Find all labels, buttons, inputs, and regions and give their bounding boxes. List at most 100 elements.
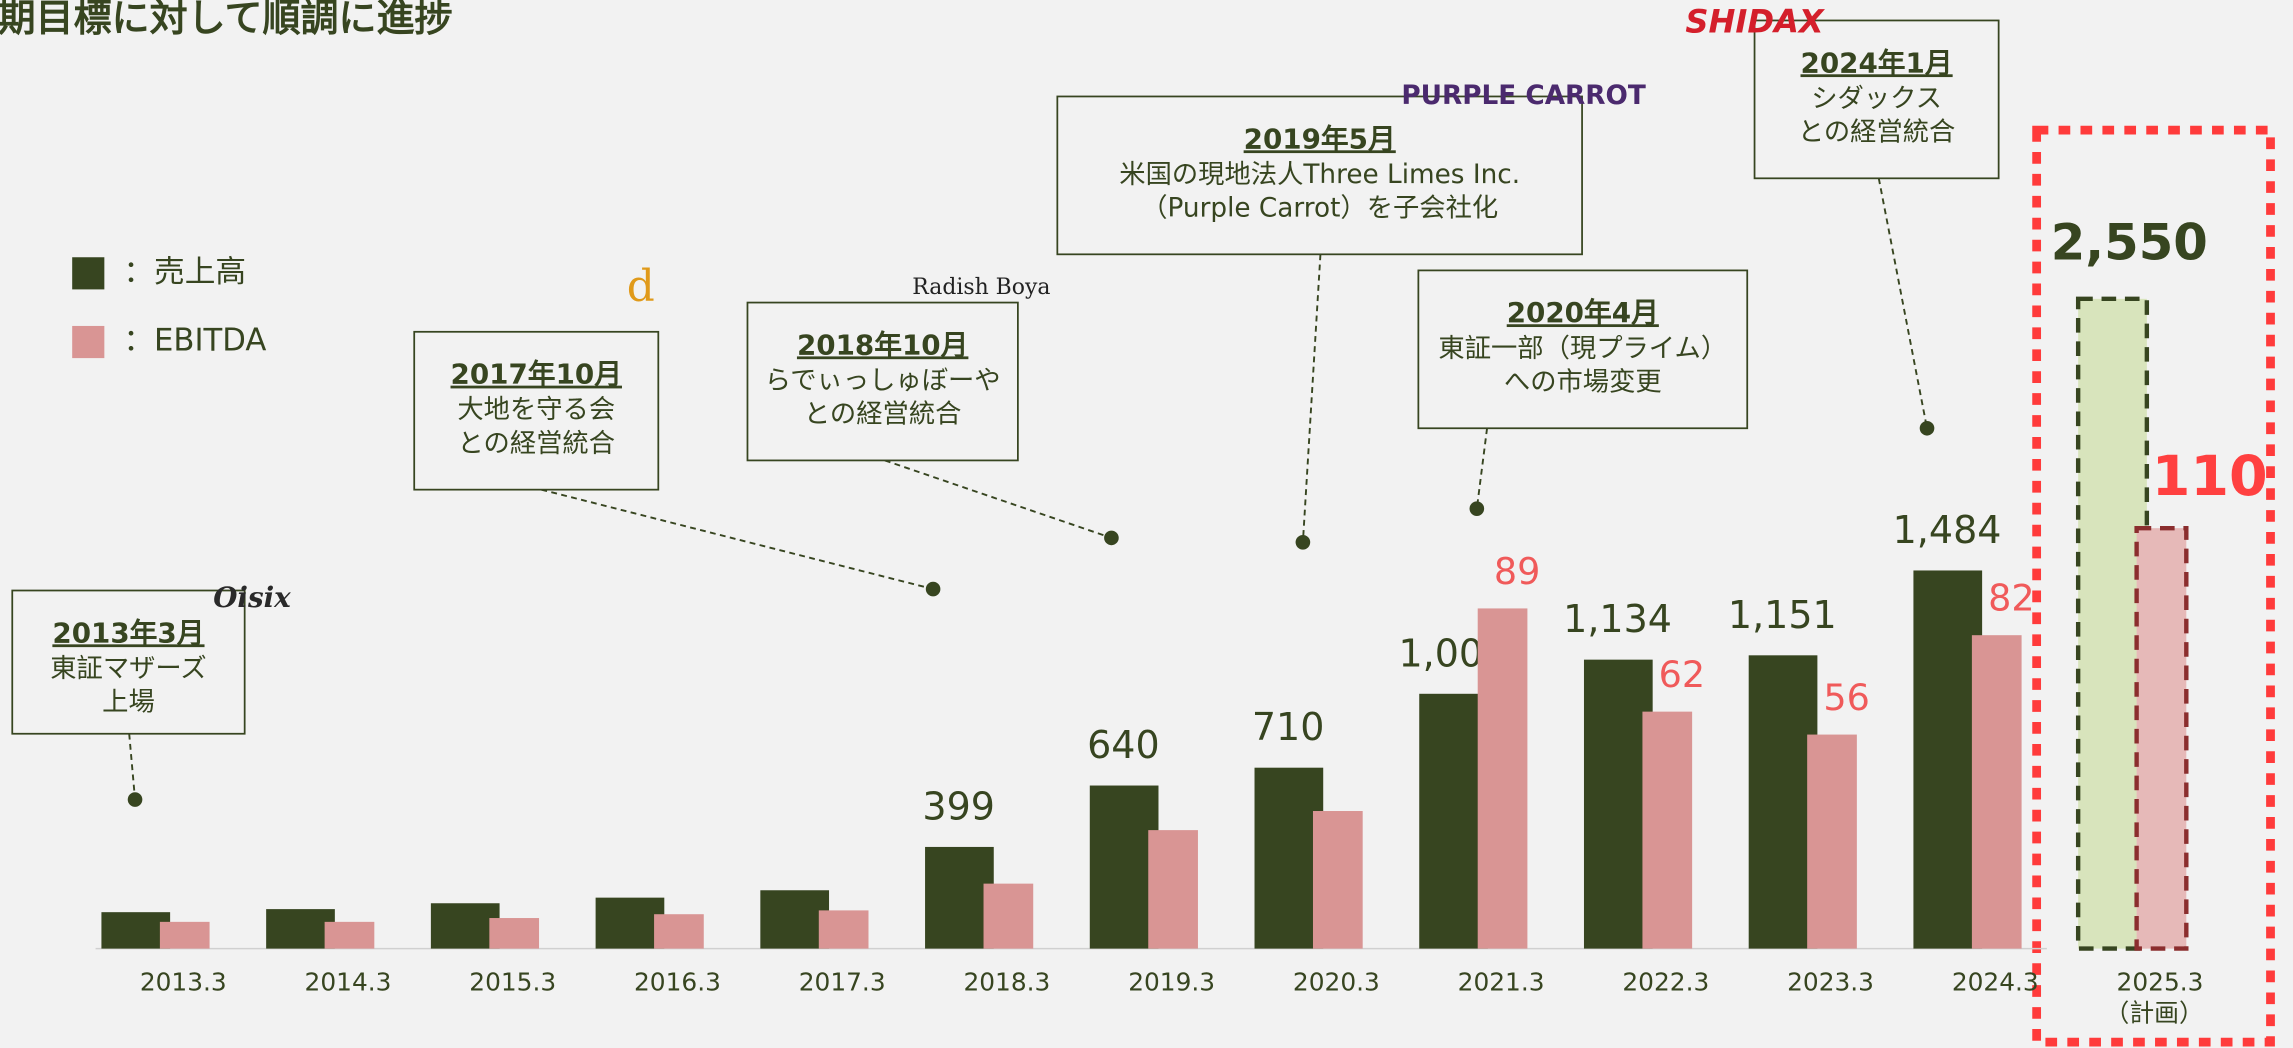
- callout-date: 2020年4月: [1507, 296, 1659, 329]
- callout-text: との経営統合: [804, 400, 962, 430]
- x-tick-label: 2018.3: [963, 968, 1050, 997]
- value-label: 710: [1252, 705, 1325, 749]
- bar: [324, 921, 375, 949]
- callout-box: [11, 589, 246, 735]
- callout-date: 2013年3月: [52, 616, 204, 649]
- callout-text: らでぃっしゅぼーや: [765, 366, 1001, 396]
- callout-text: 米国の現地法人Three Limes Inc.: [1119, 160, 1520, 190]
- bar: [430, 903, 500, 949]
- bar: [1807, 734, 1857, 949]
- value-label: 1,484: [1893, 508, 2002, 552]
- leader-line: [1475, 428, 1489, 509]
- legend-label: ：売上高: [123, 255, 246, 290]
- value-label: 640: [1087, 723, 1160, 767]
- callout-box: [1753, 19, 2000, 180]
- logo: PURPLE CARROT: [1401, 81, 1646, 111]
- callout-date: 2024年1月: [1801, 46, 1953, 79]
- value-label: 62: [1659, 653, 1706, 696]
- callout-text: 大地を守る会: [457, 395, 615, 425]
- x-tick-label: 2013.3: [140, 968, 227, 997]
- callout-text: 上場: [102, 688, 155, 718]
- bar: [595, 897, 665, 949]
- bar: [2134, 525, 2189, 951]
- bar: [1583, 659, 1653, 949]
- callout-box: [1417, 269, 1749, 430]
- x-tick-label: 2014.3: [305, 968, 392, 997]
- value-label: 56: [1823, 676, 1870, 719]
- value-label: 399: [922, 784, 995, 828]
- bar: [760, 890, 830, 949]
- leader-dot: [1295, 534, 1311, 550]
- bar: [1312, 811, 1363, 949]
- leader-line: [541, 488, 934, 590]
- callout-box: [413, 330, 660, 491]
- logo: SHIDAX: [1685, 2, 1826, 40]
- bar: [159, 921, 210, 949]
- bar: [1419, 693, 1488, 949]
- leader-line: [1301, 254, 1322, 543]
- logo: Radish Boya: [912, 275, 1050, 300]
- bar: [266, 909, 335, 949]
- callout-box: [746, 301, 1019, 462]
- callout-text: 東証マザーズ: [50, 654, 206, 684]
- x-tick-label: 2019.3: [1128, 968, 1215, 997]
- bar: [1089, 785, 1159, 949]
- callout-box: [1056, 95, 1583, 256]
- leader-line: [884, 459, 1112, 539]
- legend-label: ：EBITDA: [123, 324, 266, 359]
- leader-dot: [1919, 420, 1935, 436]
- x-tick-label: 2021.3: [1458, 968, 1545, 997]
- bar: [818, 910, 869, 949]
- callout-text: 東証一部（現プライム）: [1438, 334, 1727, 364]
- bar: [1477, 608, 1528, 949]
- bar: [1642, 711, 1693, 949]
- leader-line: [128, 733, 136, 800]
- value-label: 82: [1988, 577, 2035, 620]
- bar: [925, 846, 994, 949]
- bar: [654, 914, 704, 949]
- bar: [1148, 830, 1198, 949]
- leader-dot: [1104, 530, 1119, 546]
- callout-text: シダックス: [1811, 84, 1942, 114]
- leader-line: [1877, 178, 1928, 429]
- callout-text: との経営統合: [1798, 118, 1956, 148]
- logo: Oisix: [213, 581, 291, 614]
- value-label: 110: [2152, 444, 2268, 509]
- x-tick-label: 2025.3: [2117, 968, 2204, 997]
- x-tick-label: 2016.3: [634, 968, 721, 997]
- bar: [983, 883, 1034, 949]
- forecast-frame: [2032, 125, 2275, 1047]
- value-label: 1,151: [1728, 593, 1837, 637]
- callout-text: への市場変更: [1504, 367, 1662, 397]
- callout-date: 2017年10月: [451, 358, 622, 391]
- leader-dot: [925, 581, 941, 597]
- x-tick-label: 2024.3: [1952, 968, 2039, 997]
- bar: [101, 912, 171, 949]
- x-tick-label: 2022.3: [1622, 968, 1709, 997]
- x-tick-label: 2015.3: [469, 968, 556, 997]
- value-label: 89: [1494, 550, 1541, 593]
- callout-date: 2018年10月: [797, 328, 968, 361]
- chart-title: 中期目標に対して順調に進捗: [0, 0, 453, 40]
- callout-date: 2019年5月: [1244, 122, 1396, 155]
- callout-text: （Purple Carrot）を子会社化: [1141, 194, 1498, 224]
- bar: [1913, 570, 1983, 949]
- bar: [489, 918, 540, 949]
- x-tick-label: 2017.3: [799, 968, 886, 997]
- value-label: 2,550: [2051, 214, 2208, 272]
- x-tick-label: 2023.3: [1787, 968, 1874, 997]
- bar: [1971, 635, 2022, 949]
- value-label: 1,134: [1563, 597, 1672, 641]
- bar: [1748, 655, 1818, 949]
- legend-swatch: [72, 257, 105, 290]
- logo: d: [627, 261, 655, 312]
- x-tick-label: 2020.3: [1293, 968, 1380, 997]
- leader-dot: [127, 792, 143, 807]
- legend-swatch: [72, 325, 105, 359]
- leader-dot: [1469, 501, 1485, 516]
- callout-text: との経営統合: [457, 429, 615, 459]
- x-tick-note: （計画）: [2104, 998, 2203, 1027]
- bar: [1254, 767, 1324, 949]
